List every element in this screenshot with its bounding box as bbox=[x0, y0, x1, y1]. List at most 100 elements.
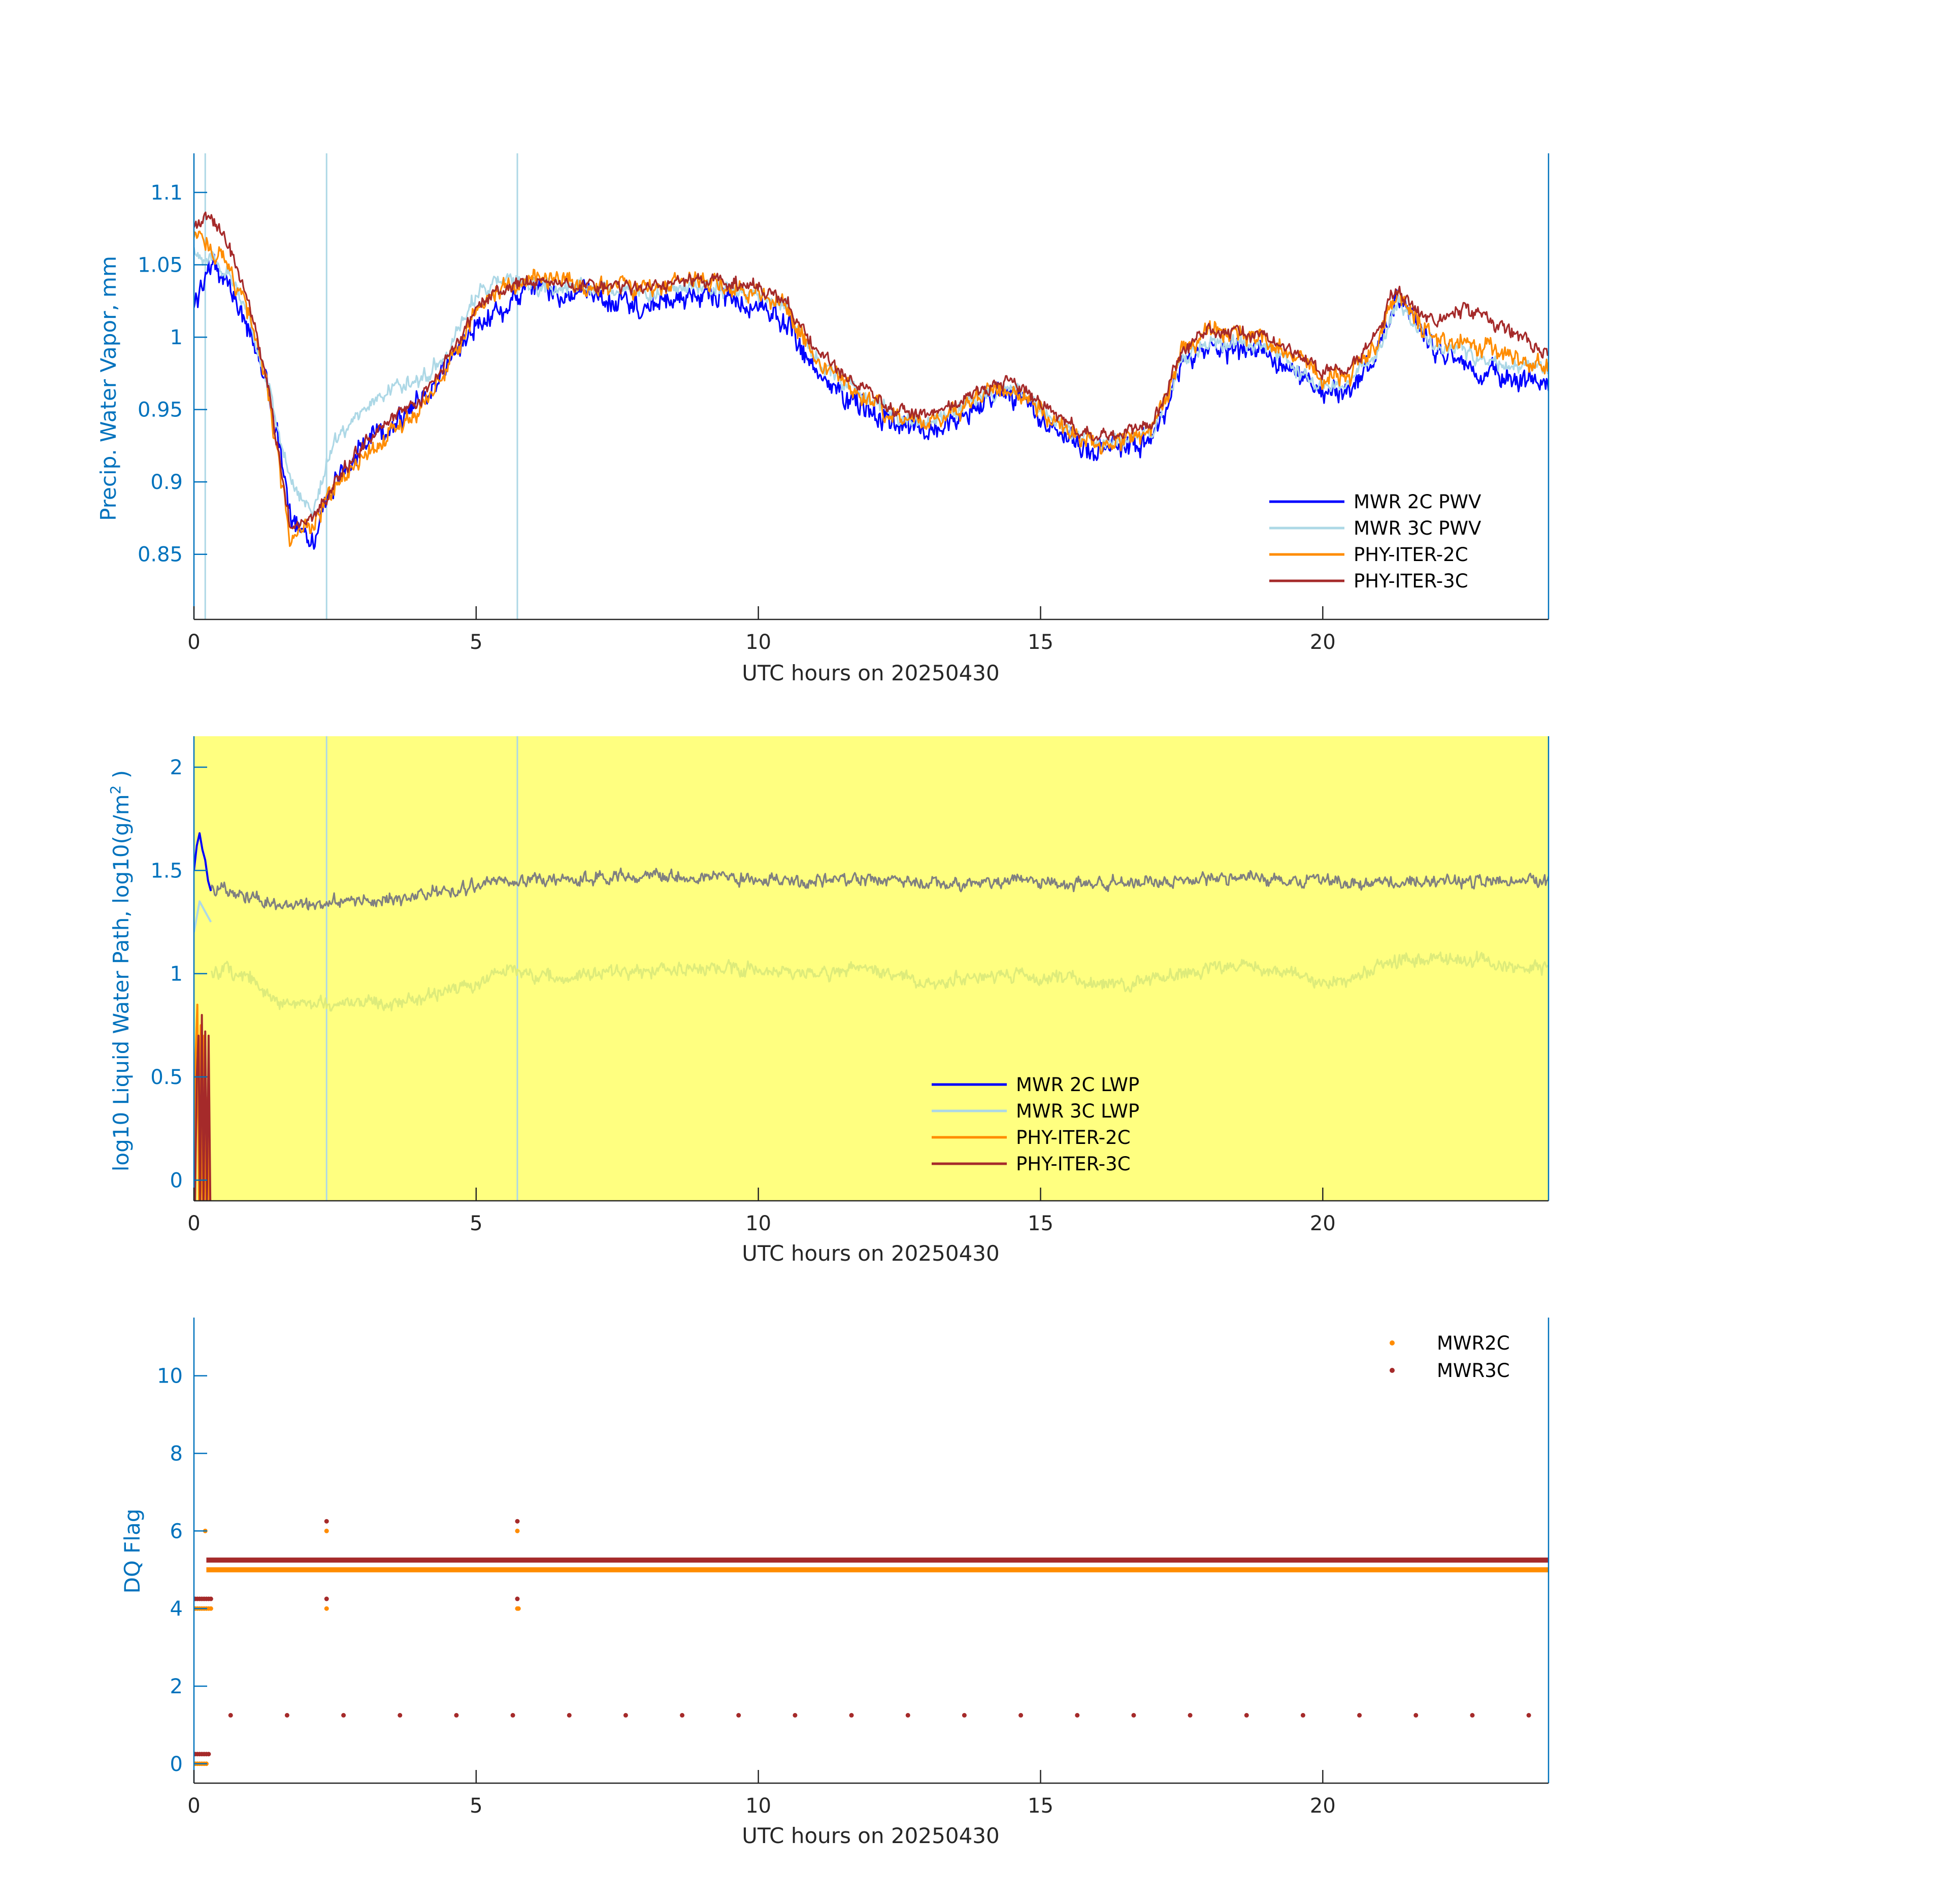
mwr3c-point bbox=[1075, 1713, 1080, 1718]
y-tick-label-0: 0.95 bbox=[138, 399, 183, 422]
y-tick-label-1: 0.5 bbox=[150, 1066, 183, 1089]
mwr3c-point bbox=[341, 1713, 346, 1718]
axes-2: 0 5 10 15 20 0 2 4 6 8 10 bbox=[157, 1318, 1550, 1818]
mwr3c-point bbox=[736, 1713, 741, 1718]
lwp-panel: log10 Liquid Water Path, log10(g/m2 ) UT… bbox=[107, 736, 1550, 1266]
x-tick-label-0: 20 bbox=[1310, 631, 1336, 654]
mwr3c-point bbox=[515, 1596, 520, 1601]
legend-label-mwr-3c-pwv: MWR 3C PWV bbox=[1354, 517, 1481, 539]
mwr2c-point bbox=[324, 1528, 329, 1533]
legend-label-mwr-2c-pwv: MWR 2C PWV bbox=[1354, 491, 1481, 513]
pwv-x-axis-label: UTC hours on 20250430 bbox=[742, 661, 1000, 685]
dq-y-axis-label: DQ Flag bbox=[120, 1509, 145, 1594]
x-tick-label-1: 10 bbox=[745, 1212, 771, 1235]
legend-marker-mwr2c bbox=[1390, 1340, 1395, 1345]
mwr3c-point bbox=[515, 1519, 520, 1524]
y-tick-label-0: 1.1 bbox=[150, 181, 183, 205]
x-tick-label-2: 15 bbox=[1028, 1794, 1054, 1818]
y-tick-label-2: 4 bbox=[170, 1597, 183, 1621]
mwr3c-point bbox=[1470, 1713, 1475, 1718]
mwr3c-point bbox=[1018, 1713, 1024, 1718]
mwr2c-point bbox=[208, 1606, 213, 1611]
mwr3c-point bbox=[1413, 1713, 1419, 1718]
y-tick-label-2: 2 bbox=[170, 1675, 183, 1698]
mwr-2c-lwp-line-1 bbox=[194, 832, 212, 892]
x-tick-label-0: 0 bbox=[187, 631, 200, 654]
y-tick-label-2: 8 bbox=[170, 1442, 183, 1465]
legend-label-phy-iter-3c: PHY-ITER-3C bbox=[1354, 570, 1468, 592]
legend-label-mwr-3c-lwp: MWR 3C LWP bbox=[1016, 1100, 1139, 1122]
pwv-legend: MWR 2C PWV MWR 3C PWV PHY-ITER-2C PHY-ITER-… bbox=[1269, 491, 1481, 592]
x-tick-label-0: 15 bbox=[1028, 631, 1054, 654]
y-tick-label-1: 1 bbox=[170, 963, 183, 986]
mwr3c-point bbox=[1131, 1713, 1136, 1718]
lwp-y-axis-label-superscript: 2 bbox=[107, 785, 124, 795]
plot-marks-1 bbox=[194, 736, 1549, 1201]
legend-label-phy-iter-3c: PHY-ITER-3C bbox=[1016, 1153, 1131, 1175]
x-tick-label-0: 10 bbox=[745, 631, 771, 654]
mwr3c-point bbox=[510, 1713, 515, 1718]
x-tick-label-2: 20 bbox=[1310, 1794, 1336, 1818]
mwr3c-point bbox=[208, 1596, 213, 1601]
mwr3c-point bbox=[284, 1713, 289, 1718]
y-tick-label-0: 0.85 bbox=[138, 543, 183, 567]
legend-label-mwr3c: MWR3C bbox=[1437, 1360, 1510, 1382]
y-tick-label-2: 6 bbox=[170, 1520, 183, 1543]
mwr3c-point bbox=[398, 1713, 403, 1718]
axes-1: 0 5 10 15 20 0 0.5 1 1.5 2 bbox=[150, 736, 1550, 1235]
y-tick-label-2: 0 bbox=[170, 1753, 183, 1776]
y-tick-label-0: 1.05 bbox=[138, 254, 183, 277]
axes-0: 0 5 10 15 20 0.85 0.9 0.95 1 1.05 1.1 bbox=[138, 153, 1550, 654]
mwr3c-point bbox=[567, 1713, 572, 1718]
legend-marker-mwr3c bbox=[1390, 1368, 1395, 1373]
mwr3c-point bbox=[324, 1519, 329, 1524]
dq-x-axis-label: UTC hours on 20250430 bbox=[742, 1823, 1000, 1848]
dq-flag-panel: DQ Flag UTC hours on 20250430 0 5 10 15 20 0 2… bbox=[120, 1318, 1550, 1848]
mwr3c-point bbox=[962, 1713, 967, 1718]
mwr3c-point bbox=[1357, 1713, 1362, 1718]
lightgreen-trace-line-1 bbox=[210, 950, 1549, 1012]
x-tick-label-2: 0 bbox=[187, 1794, 200, 1818]
mwr3c-point bbox=[454, 1713, 459, 1718]
plot-area-2 bbox=[194, 1318, 1549, 1783]
x-tick-label-1: 0 bbox=[187, 1212, 200, 1235]
mwr3c-point bbox=[206, 1752, 211, 1757]
mwr3c-point bbox=[1244, 1713, 1249, 1718]
lwp-legend: MWR 2C LWP MWR 3C LWP PHY-ITER-2C PHY-ITER-… bbox=[932, 1074, 1139, 1175]
mwr3c-point bbox=[793, 1713, 798, 1718]
mwr2c-point bbox=[516, 1606, 521, 1611]
x-tick-label-2: 5 bbox=[470, 1794, 482, 1818]
legend-label-mwr-2c-lwp: MWR 2C LWP bbox=[1016, 1074, 1139, 1096]
mwr3c-point bbox=[1526, 1713, 1531, 1718]
dq-legend: MWR2C MWR3C bbox=[1390, 1332, 1510, 1382]
y-tick-label-1: 1.5 bbox=[150, 859, 183, 882]
pwv-y-axis-label: Precip. Water Vapor, mm bbox=[96, 256, 121, 521]
pwv-panel: Precip. Water Vapor, mm UTC hours on 202… bbox=[96, 153, 1550, 685]
mwr3c-point bbox=[1300, 1713, 1305, 1718]
mwr-3c-lwp-line-1 bbox=[194, 900, 212, 933]
x-tick-label-0: 5 bbox=[470, 631, 482, 654]
legend-label-phy-iter-2c: PHY-ITER-2C bbox=[1016, 1127, 1131, 1148]
mwr3c-point bbox=[905, 1713, 910, 1718]
legend-label-mwr2c: MWR2C bbox=[1437, 1332, 1510, 1354]
y-tick-label-1: 0 bbox=[170, 1169, 183, 1192]
mwr2c-point bbox=[515, 1528, 520, 1533]
mwr3c-point bbox=[849, 1713, 854, 1718]
y-tick-label-1: 2 bbox=[170, 756, 183, 779]
mwr3c-point bbox=[623, 1713, 628, 1718]
mwr3c-point bbox=[1188, 1713, 1193, 1718]
x-tick-label-1: 15 bbox=[1028, 1212, 1054, 1235]
x-tick-label-1: 20 bbox=[1310, 1212, 1336, 1235]
y-tick-label-0: 1 bbox=[170, 326, 183, 349]
x-tick-label-1: 5 bbox=[470, 1212, 482, 1235]
gray-trace-line-1 bbox=[210, 867, 1549, 911]
mwr3c-point bbox=[680, 1713, 685, 1718]
y-tick-label-0: 0.9 bbox=[150, 471, 183, 494]
phy-iter-2c-line-0 bbox=[194, 231, 1549, 547]
x-tick-label-2: 10 bbox=[745, 1794, 771, 1818]
mwr2c-point bbox=[324, 1606, 329, 1611]
lwp-y-axis-label-end: ) bbox=[109, 770, 134, 785]
phy-iter-3c-line-1 bbox=[194, 1014, 212, 1201]
legend-label-phy-iter-2c: PHY-ITER-2C bbox=[1354, 544, 1468, 566]
